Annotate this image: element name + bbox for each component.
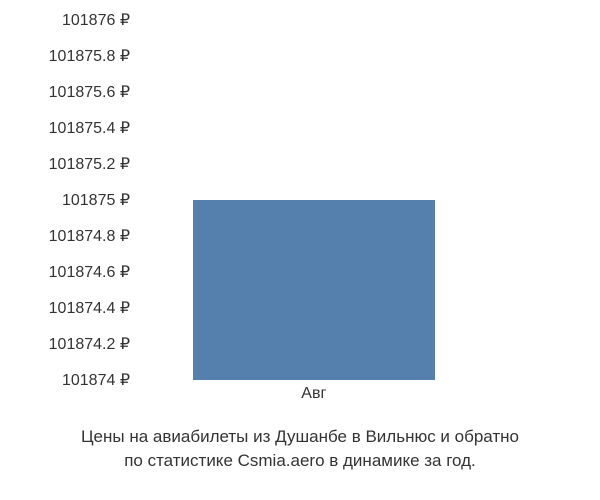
y-tick-label: 101875.6 ₽ [0, 82, 130, 102]
y-tick-label: 101875.8 ₽ [0, 46, 130, 66]
y-axis: 101876 ₽101875.8 ₽101875.6 ₽101875.4 ₽10… [0, 20, 140, 380]
y-tick-label: 101874.2 ₽ [0, 334, 130, 354]
caption-line2: по статистике Csmia.aero в динамике за г… [0, 449, 600, 473]
y-tick-label: 101874.6 ₽ [0, 262, 130, 282]
x-axis: Авг [140, 385, 580, 415]
y-tick-label: 101875.2 ₽ [0, 154, 130, 174]
y-tick-label: 101874.4 ₽ [0, 298, 130, 318]
y-tick-label: 101876 ₽ [0, 10, 130, 30]
y-tick-label: 101875.4 ₽ [0, 118, 130, 138]
chart-container: 101876 ₽101875.8 ₽101875.6 ₽101875.4 ₽10… [0, 20, 600, 420]
y-tick-label: 101875 ₽ [0, 190, 130, 210]
bar [193, 200, 435, 380]
x-tick-label: Авг [301, 385, 326, 403]
chart-caption: Цены на авиабилеты из Душанбе в Вильнюс … [0, 425, 600, 473]
y-tick-label: 101874 ₽ [0, 370, 130, 390]
caption-line1: Цены на авиабилеты из Душанбе в Вильнюс … [0, 425, 600, 449]
plot-area [140, 20, 580, 380]
y-tick-label: 101874.8 ₽ [0, 226, 130, 246]
